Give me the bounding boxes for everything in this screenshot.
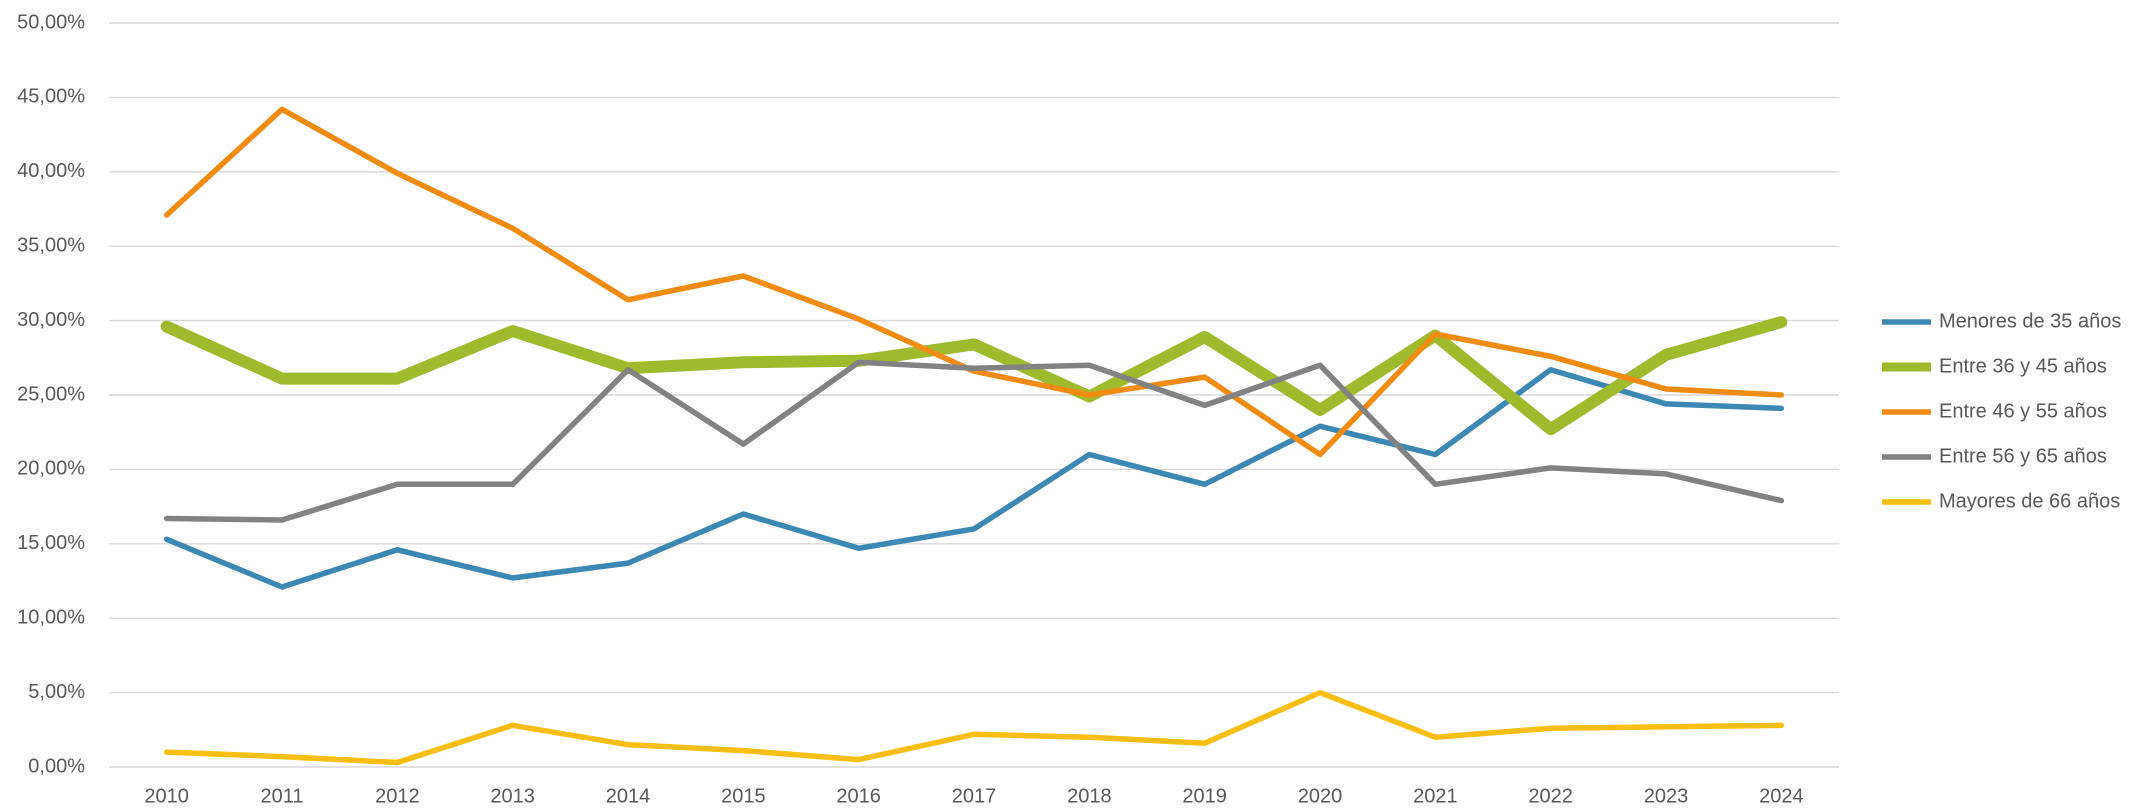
legend-label: Menores de 35 años [1939, 310, 2121, 332]
x-tick-label: 2014 [606, 785, 651, 807]
x-tick-label: 2011 [260, 785, 303, 807]
x-tick-label: 2023 [1644, 785, 1689, 807]
x-tick-label: 2010 [144, 785, 189, 807]
y-tick-label: 45,00% [17, 86, 85, 108]
x-tick-label: 2018 [1067, 785, 1112, 807]
series-line [167, 370, 1782, 587]
x-tick-label: 2013 [490, 785, 535, 807]
legend-label: Entre 46 y 55 años [1939, 400, 2107, 422]
legend-label: Entre 36 y 45 años [1939, 355, 2107, 377]
x-tick-label: 2017 [952, 785, 997, 807]
y-tick-label: 40,00% [17, 160, 85, 182]
legend-label: Entre 56 y 65 años [1939, 445, 2107, 467]
x-tick-label: 2021 [1413, 785, 1458, 807]
y-tick-label: 50,00% [17, 11, 85, 33]
x-tick-label: 2012 [375, 785, 420, 807]
x-tick-label: 2016 [836, 785, 881, 807]
x-tick-label: 2020 [1298, 785, 1343, 807]
y-tick-label: 10,00% [17, 606, 85, 628]
series-line [167, 109, 1782, 454]
series-line [167, 362, 1782, 520]
y-tick-label: 30,00% [17, 309, 85, 331]
y-tick-label: 35,00% [17, 234, 85, 256]
series-line [167, 693, 1782, 763]
chart: 0,00% 5,00% 10,00% 15,00% 20,00% 25,00% 30,00%… [0, 0, 2141, 808]
y-tick-label: 20,00% [17, 458, 85, 480]
x-tick-label: 2022 [1528, 785, 1573, 807]
legend-label: Mayores de 66 años [1939, 490, 2120, 512]
y-tick-label: 15,00% [17, 532, 85, 554]
x-tick-label: 2019 [1182, 785, 1227, 807]
y-tick-label: 5,00% [28, 681, 85, 703]
y-tick-label: 25,00% [17, 383, 85, 405]
x-tick-label: 2024 [1759, 785, 1804, 807]
x-tick-label: 2015 [721, 785, 766, 807]
y-tick-label: 0,00% [28, 755, 85, 777]
